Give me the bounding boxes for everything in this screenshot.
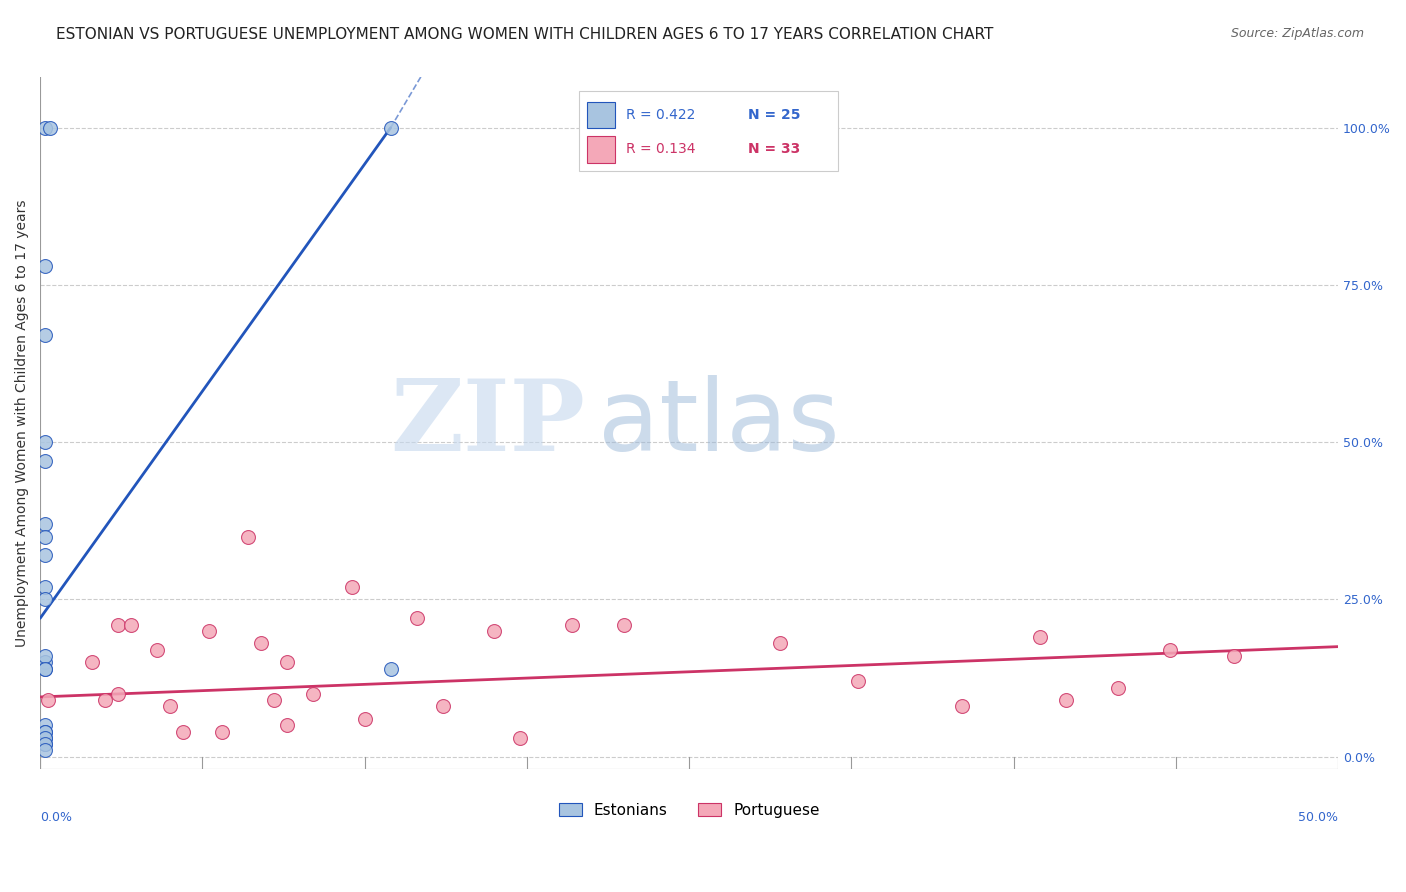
Point <box>34 743 56 757</box>
Point <box>34 454 56 468</box>
Point <box>34 662 56 676</box>
Point <box>34 530 56 544</box>
Point <box>159 699 181 714</box>
Point <box>1028 630 1050 644</box>
Point <box>1107 681 1129 695</box>
FancyBboxPatch shape <box>586 102 616 128</box>
Text: R = 0.134: R = 0.134 <box>626 143 695 156</box>
Text: R = 0.422: R = 0.422 <box>626 108 695 122</box>
Point <box>561 617 583 632</box>
Point <box>276 656 298 670</box>
Point <box>34 662 56 676</box>
Text: 0.0%: 0.0% <box>41 811 72 824</box>
Point <box>846 674 869 689</box>
Text: N = 33: N = 33 <box>748 143 800 156</box>
Text: atlas: atlas <box>599 375 839 472</box>
Text: N = 25: N = 25 <box>748 108 800 122</box>
FancyBboxPatch shape <box>586 136 616 162</box>
Text: 50.0%: 50.0% <box>1298 811 1339 824</box>
Point <box>950 699 973 714</box>
Point <box>80 656 103 670</box>
FancyBboxPatch shape <box>579 91 838 171</box>
Point <box>340 580 363 594</box>
Point <box>107 687 129 701</box>
Point <box>34 737 56 751</box>
Point <box>34 724 56 739</box>
Point <box>405 611 427 625</box>
Point <box>34 549 56 563</box>
Point <box>39 120 62 135</box>
Point <box>211 724 233 739</box>
Point <box>34 259 56 273</box>
Point <box>34 648 56 663</box>
Point <box>1159 642 1181 657</box>
Point <box>432 699 454 714</box>
Point <box>613 617 636 632</box>
Point <box>380 120 402 135</box>
Point <box>484 624 506 638</box>
Point <box>1223 648 1246 663</box>
Point <box>769 636 792 650</box>
Point <box>236 530 259 544</box>
Text: Source: ZipAtlas.com: Source: ZipAtlas.com <box>1230 27 1364 40</box>
Point <box>34 592 56 607</box>
Point <box>94 693 117 707</box>
Point <box>198 624 221 638</box>
Point <box>34 731 56 745</box>
Point <box>34 328 56 343</box>
Point <box>34 718 56 732</box>
Text: ESTONIAN VS PORTUGUESE UNEMPLOYMENT AMONG WOMEN WITH CHILDREN AGES 6 TO 17 YEARS: ESTONIAN VS PORTUGUESE UNEMPLOYMENT AMON… <box>56 27 994 42</box>
Point <box>1054 693 1077 707</box>
Point <box>380 662 402 676</box>
Point <box>509 731 531 745</box>
Point <box>34 737 56 751</box>
Y-axis label: Unemployment Among Women with Children Ages 6 to 17 years: Unemployment Among Women with Children A… <box>15 200 30 647</box>
Text: ZIP: ZIP <box>391 375 585 472</box>
Point <box>263 693 285 707</box>
Point <box>34 724 56 739</box>
Point <box>172 724 194 739</box>
Point <box>107 617 129 632</box>
Point <box>146 642 169 657</box>
Point <box>249 636 271 650</box>
Point <box>34 731 56 745</box>
Point <box>276 718 298 732</box>
Point <box>34 516 56 531</box>
Point <box>353 712 375 726</box>
Point <box>37 693 59 707</box>
Point <box>120 617 142 632</box>
Point <box>301 687 323 701</box>
Point <box>34 120 56 135</box>
Point <box>34 580 56 594</box>
Point <box>34 656 56 670</box>
Point <box>34 435 56 450</box>
Legend: Estonians, Portuguese: Estonians, Portuguese <box>553 797 825 824</box>
